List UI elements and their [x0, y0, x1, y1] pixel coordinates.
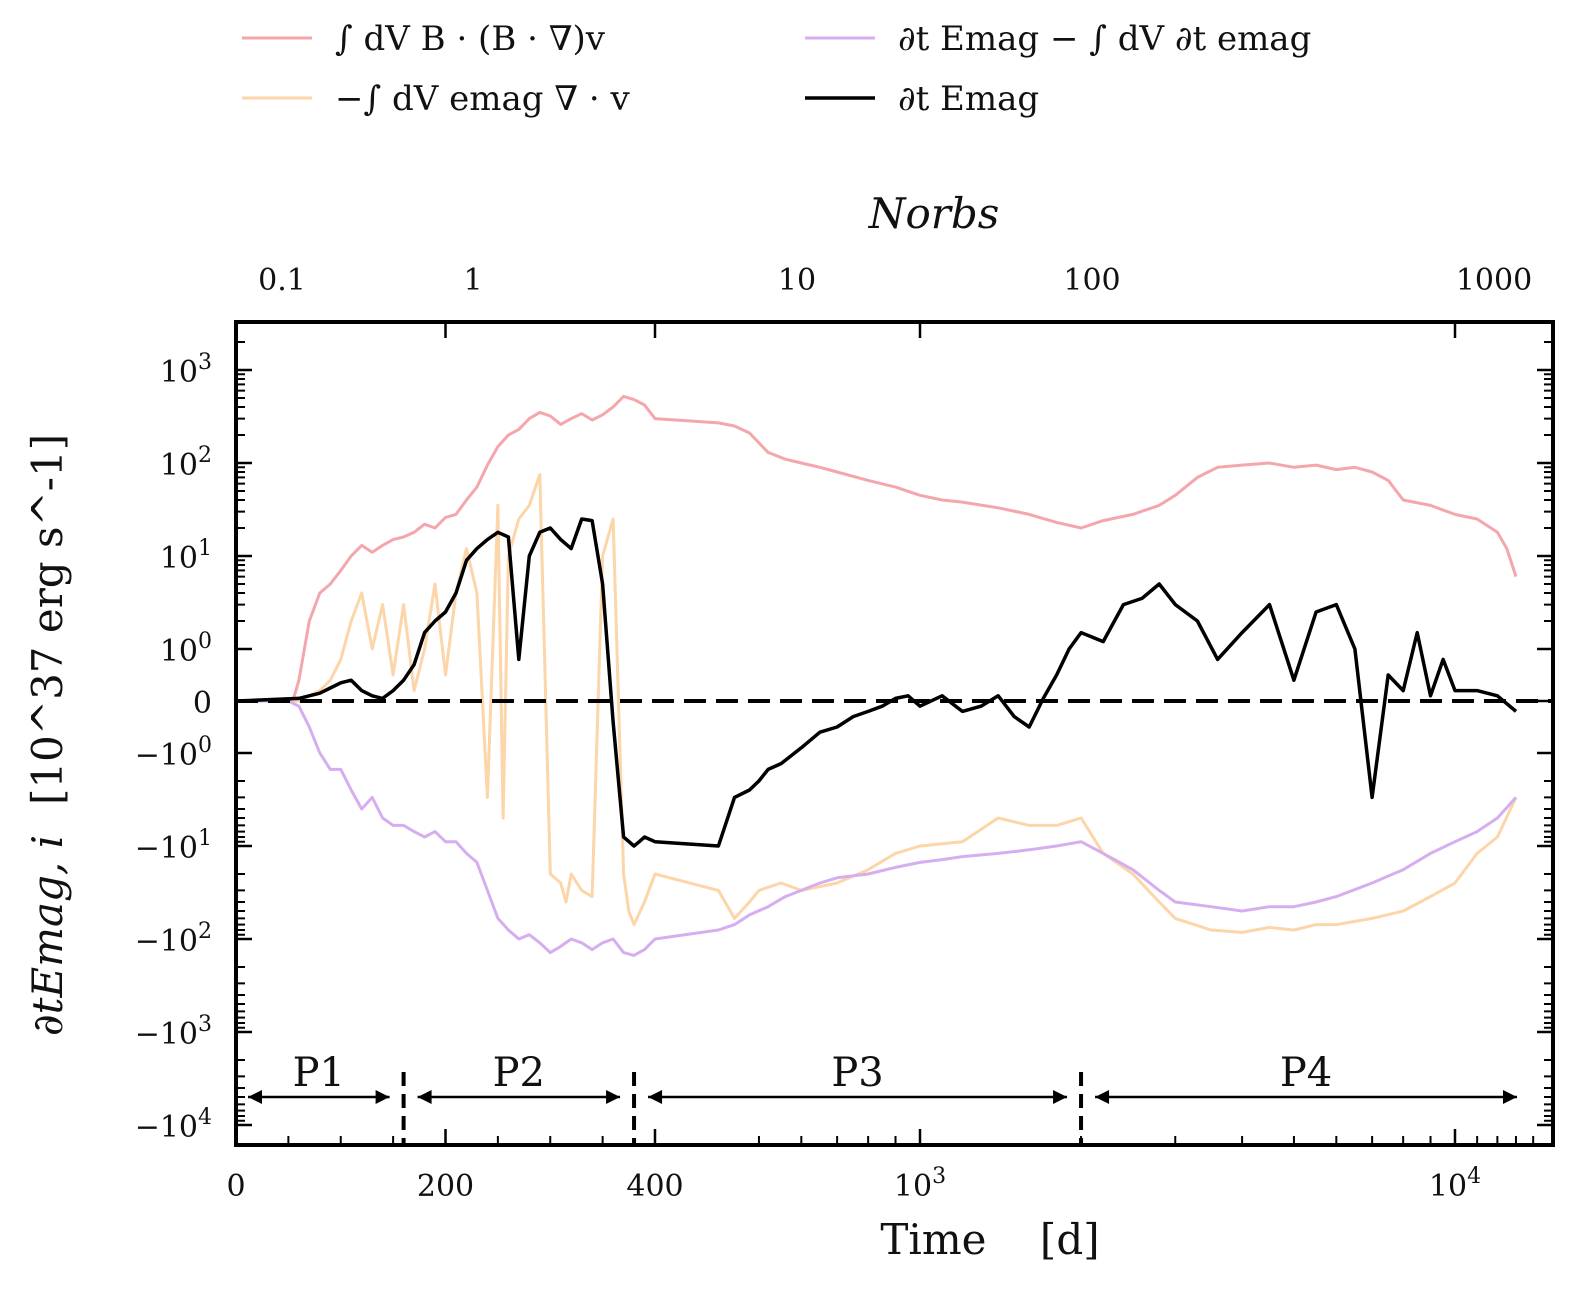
phase-label-P3: P3: [831, 1050, 883, 1096]
y-tick-label-7: −102: [135, 919, 212, 959]
series-line-4: [236, 517, 1518, 848]
top-tick-label-3: 100: [1063, 263, 1120, 298]
phase-label-P1: P1: [293, 1050, 345, 1096]
y-axis-title: ∂tEmag, i [10^37 erg s^-1]: [23, 434, 72, 1036]
series-line-2: [236, 473, 1518, 934]
phase-arrowhead-right: [1503, 1090, 1517, 1104]
legend-label-compression: −∫ dV emag ∇ · v: [335, 79, 631, 119]
y-axis-title-main: ∂tEmag, i: [23, 835, 72, 1036]
phase-arrowhead-left: [417, 1090, 432, 1104]
x-tick-label-2: 400: [626, 1169, 683, 1204]
x-axis-title: Time [d]: [880, 1215, 1099, 1264]
phase-arrowhead-left: [248, 1090, 262, 1104]
legend-label-residual: ∂t Emag − ∫ dV ∂t emag: [898, 19, 1311, 59]
x-tick-label-4: 104: [1429, 1164, 1481, 1204]
y-tick-label-0: 103: [160, 350, 212, 390]
phase-arrowhead-left: [648, 1090, 663, 1104]
y-tick-label-3: 100: [160, 629, 212, 669]
series-line-1: [236, 394, 1518, 703]
x-tick-label-1: 200: [417, 1169, 474, 1204]
top-tick-label-2: 10: [778, 263, 816, 298]
legend: ∫ dV B · (B · ∇)v −∫ dV emag ∇ · v ∂t Em…: [242, 19, 1311, 119]
y-tick-label-2: 101: [160, 536, 212, 576]
y-tick-label-4: 0: [193, 686, 212, 721]
series-line-3: [236, 699, 1518, 957]
x-tick-label-0: 0: [226, 1169, 245, 1204]
y-tick-label-8: −103: [135, 1012, 212, 1052]
top-axis-title: Norbs: [868, 189, 1000, 238]
legend-label-advection: ∫ dV B · (B · ∇)v: [335, 19, 606, 59]
x-tick-label-3: 103: [894, 1164, 946, 1204]
top-tick-label-4: 1000: [1456, 263, 1532, 298]
phase-arrowhead-left: [1095, 1090, 1110, 1104]
y-tick-label-5: −100: [135, 733, 212, 773]
phase-arrowhead-right: [375, 1090, 390, 1104]
series-layer: [236, 394, 1518, 957]
legend-label-total: ∂t Emag: [898, 79, 1039, 119]
phase-arrowhead-right: [606, 1090, 621, 1104]
top-tick-label-0: 0.1: [258, 263, 306, 298]
phase-label-P2: P2: [493, 1050, 545, 1096]
y-axis-title-units: [10^37 erg s^-1]: [23, 434, 72, 805]
phase-label-P4: P4: [1280, 1050, 1332, 1096]
phase-annotations: P1 P2 P3 P4: [248, 1050, 1517, 1143]
y-tick-label-1: 102: [160, 443, 212, 483]
top-tick-label-1: 1: [463, 263, 482, 298]
y-tick-label-6: −101: [135, 826, 212, 866]
phase-arrowhead-right: [1053, 1090, 1068, 1104]
y-tick-label-9: −104: [135, 1105, 212, 1145]
plot-frame: [234, 320, 1555, 1147]
